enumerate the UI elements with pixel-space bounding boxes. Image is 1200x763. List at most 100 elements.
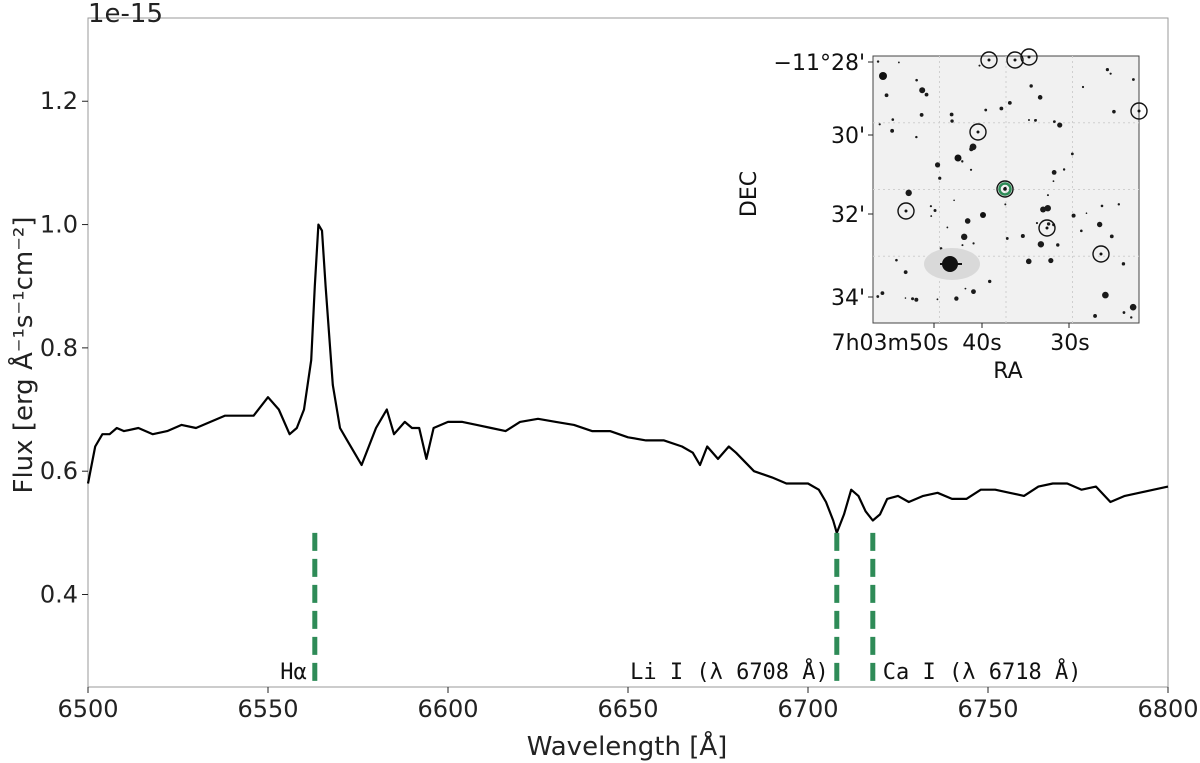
inset-star <box>897 61 900 64</box>
y-tick-label-2: 0.8 <box>40 334 78 362</box>
inset-star <box>949 112 954 117</box>
line-label-1: Li I (λ 6708 Å) <box>630 658 829 685</box>
inset-star <box>969 147 974 152</box>
inset-x-tick-label-0: 7h03m50s <box>832 331 949 356</box>
inset-star <box>964 287 967 290</box>
inset-star <box>954 154 962 162</box>
inset-star <box>972 242 975 245</box>
inset-target-dot <box>1003 187 1007 191</box>
line-label-0: Hα <box>280 660 307 685</box>
inset-star <box>933 209 937 213</box>
inset-star <box>878 123 881 126</box>
y-tick-label-4: 1.2 <box>40 87 78 115</box>
inset-star <box>954 296 959 301</box>
inset-star <box>879 72 887 80</box>
inset-finder-chart: 7h03m50s 40s 30s −11°28' 30' 32' 34' RA DEC <box>737 48 1148 384</box>
inset-star <box>1057 122 1063 128</box>
inset-y-tick-label-3: 34' <box>831 286 865 311</box>
x-axis-label: Wavelength [Å] <box>527 730 728 762</box>
inset-star <box>1062 168 1066 171</box>
inset-star <box>964 218 971 224</box>
inset-source-circle-5 <box>897 202 915 220</box>
inset-star <box>1020 233 1025 238</box>
inset-y-tick-label-2: 32' <box>831 203 865 228</box>
inset-star <box>1046 222 1051 226</box>
line-label-2: Ca I (λ 6718 Å) <box>883 658 1082 685</box>
inset-star <box>919 87 926 94</box>
inset-star <box>946 226 949 229</box>
inset-y-axis-label: DEC <box>737 171 762 217</box>
y-tick-label-0: 0.4 <box>40 581 78 609</box>
inset-y-tick-label-0: −11°28' <box>774 51 865 76</box>
inset-star <box>1005 237 1009 240</box>
inset-star <box>914 297 919 302</box>
inset-star <box>904 297 907 299</box>
inset-source-dot-2 <box>1027 55 1031 59</box>
inset-star <box>1109 234 1114 239</box>
inset-star <box>890 128 895 133</box>
inset-star <box>1093 314 1097 318</box>
inset-star <box>905 189 912 197</box>
inset-star <box>1105 67 1109 72</box>
inset-target-outer <box>996 180 1014 198</box>
inset-star <box>1071 213 1076 218</box>
inset-star <box>1044 204 1051 212</box>
inset-source-dot-5 <box>904 209 908 213</box>
inset-star <box>971 289 976 295</box>
inset-star <box>1129 303 1137 311</box>
inset-star <box>1109 72 1112 75</box>
inset-star <box>903 270 908 275</box>
inset-star <box>929 205 933 208</box>
inset-star <box>1025 258 1032 265</box>
inset-star <box>938 176 942 180</box>
inset-star <box>1037 95 1043 100</box>
x-tick-label-2: 6600 <box>417 695 478 723</box>
inset-star <box>961 160 964 163</box>
inset-star <box>953 199 955 202</box>
inset-source-circle-6 <box>1038 219 1056 237</box>
inset-star <box>1070 152 1074 156</box>
inset-star <box>1046 194 1049 197</box>
inset-star <box>1004 203 1007 206</box>
inset-source-dot-0 <box>987 58 991 62</box>
inset-star <box>1048 257 1054 264</box>
inset-star <box>924 92 929 97</box>
inset-star <box>984 108 988 112</box>
inset-star <box>1121 262 1126 266</box>
inset-source-circle-1 <box>1006 51 1024 69</box>
inset-star <box>895 258 898 262</box>
inset-source-circle-3 <box>1130 102 1148 120</box>
y-tick-label-1: 0.6 <box>40 457 78 485</box>
y-axis-label: Flux [erg Å⁻¹s⁻¹cm⁻²] <box>7 217 39 494</box>
y-tick-label-3: 1.0 <box>40 211 78 239</box>
inset-star <box>1112 109 1116 114</box>
inset-source-circle-4 <box>969 123 987 141</box>
x-tick-label-6: 6800 <box>1137 695 1198 723</box>
inset-star <box>1029 84 1033 88</box>
inset-source-dot-6 <box>1045 226 1049 230</box>
inset-star <box>969 168 973 171</box>
offset-text: 1e-15 <box>88 0 163 29</box>
inset-star <box>1051 170 1057 175</box>
inset-source-dot-1 <box>1013 58 1017 62</box>
inset-star <box>961 233 968 241</box>
inset-star <box>961 244 964 247</box>
inset-source-dot-4 <box>976 130 980 134</box>
inset-star <box>1052 180 1055 183</box>
inset-star <box>1037 241 1045 248</box>
x-tick-label-4: 6700 <box>777 695 838 723</box>
inset-star <box>978 64 981 67</box>
inset-star <box>1035 221 1039 225</box>
inset-star <box>950 119 954 123</box>
inset-star <box>919 113 924 117</box>
inset-source-dot-7 <box>1099 252 1103 256</box>
inset-source-circle-7 <box>1092 245 1110 263</box>
x-tick-label-3: 6650 <box>597 695 658 723</box>
inset-x-axis-label: RA <box>993 359 1022 384</box>
spectrum-line-0 <box>86 223 1169 534</box>
inset-star <box>1035 119 1037 121</box>
inset-star <box>911 297 915 301</box>
inset-star <box>876 295 880 298</box>
inset-star <box>880 291 885 296</box>
